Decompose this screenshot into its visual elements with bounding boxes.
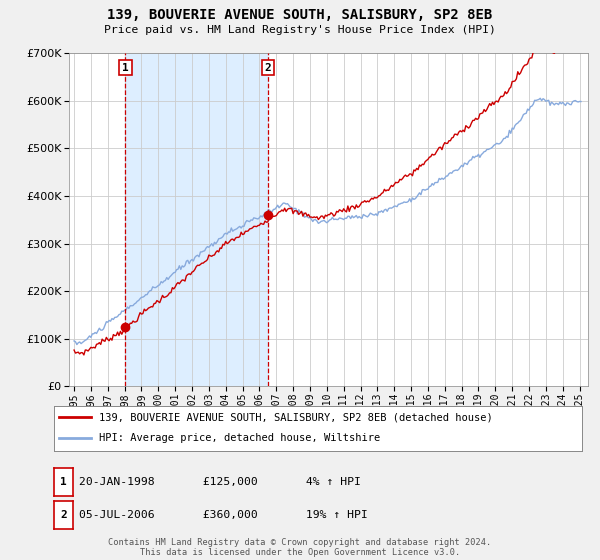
Text: 20-JAN-1998       £125,000       4% ↑ HPI: 20-JAN-1998 £125,000 4% ↑ HPI xyxy=(79,477,361,487)
Text: 1: 1 xyxy=(122,63,129,73)
Bar xyxy=(125,53,268,386)
Text: HPI: Average price, detached house, Wiltshire: HPI: Average price, detached house, Wilt… xyxy=(99,433,380,444)
Text: Price paid vs. HM Land Registry's House Price Index (HPI): Price paid vs. HM Land Registry's House … xyxy=(104,25,496,35)
Text: Contains HM Land Registry data © Crown copyright and database right 2024.
This d: Contains HM Land Registry data © Crown c… xyxy=(109,538,491,557)
Text: 139, BOUVERIE AVENUE SOUTH, SALISBURY, SP2 8EB: 139, BOUVERIE AVENUE SOUTH, SALISBURY, S… xyxy=(107,8,493,22)
Text: 1: 1 xyxy=(60,477,67,487)
Text: 2: 2 xyxy=(265,63,271,73)
Text: 2: 2 xyxy=(60,510,67,520)
Text: 139, BOUVERIE AVENUE SOUTH, SALISBURY, SP2 8EB (detached house): 139, BOUVERIE AVENUE SOUTH, SALISBURY, S… xyxy=(99,412,493,422)
Text: 05-JUL-2006       £360,000       19% ↑ HPI: 05-JUL-2006 £360,000 19% ↑ HPI xyxy=(79,510,368,520)
